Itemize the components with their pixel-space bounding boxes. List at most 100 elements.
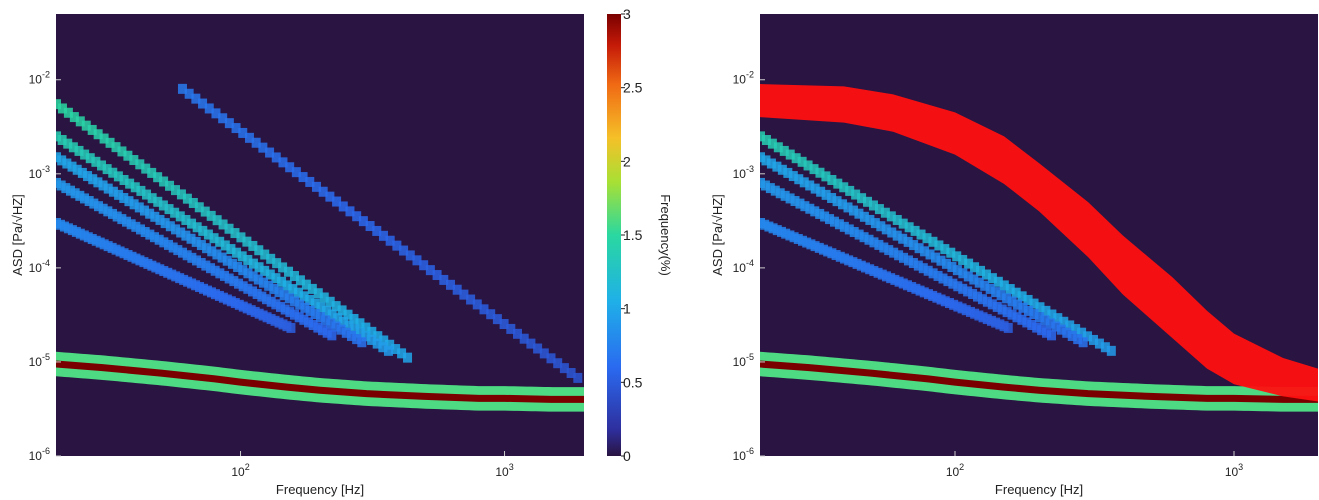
left-density-cell [89,198,99,209]
right-density-cell [821,171,831,182]
left-density-cell [139,205,149,216]
left-density-cell [192,255,202,266]
left-density-cell [258,142,268,153]
colorbar-tick-label: 1 [623,301,631,317]
left-density-cell [294,312,304,323]
left-density-cell [392,240,402,251]
left-density-cell [352,211,362,222]
colorbar-tick-label: 3 [623,6,631,22]
right-x-tick-label: 103 [1225,462,1243,479]
right-density-cell [974,277,984,288]
left-density-cell [206,210,216,221]
left-density-cell [150,211,160,222]
right-density-cell [1100,342,1110,353]
left-density-cell [194,202,204,213]
left-density-cell [80,149,90,160]
left-density-cell [203,229,213,240]
right-density-cell [780,190,790,201]
right-density-cell [1041,305,1051,316]
left-density-cell [141,163,151,174]
left-density-cell [304,317,314,328]
left-density-cell [113,171,123,182]
colorbar-ramp [607,14,621,456]
right-density-cell [779,145,789,156]
right-density-cell [1017,291,1027,302]
left-density-cell [338,316,348,327]
left-density-cell [298,172,308,183]
left-density-cell [492,314,502,325]
left-density-cell [178,247,188,258]
left-density-cell [136,185,146,196]
left-density-cell [573,372,583,383]
right-density-cell [892,214,902,225]
left-density-cell [88,174,98,185]
left-density-cell [254,262,264,273]
right-density-cell [869,237,879,248]
left-density-cell [85,153,95,164]
colorbar-ticks: 0 0.5 1 1.5 2 2.5 3 [621,6,643,464]
left-density-cell [176,189,186,200]
left-density-cell [158,200,168,211]
right-density-cell [928,236,938,247]
left-density-cell [140,227,150,238]
left-density-cell [135,159,145,170]
left-density-cell [278,157,288,168]
left-density-cell [224,273,234,284]
left-density-cell [300,302,310,313]
right-density-cell [848,205,858,216]
left-y-ticks: 10-6 10-5 10-4 10-3 10-2 [29,70,61,463]
left-density-cell [327,330,337,341]
left-density-cell [251,137,261,148]
right-density-cell [889,247,899,258]
left-density-cell [105,137,115,148]
left-density-cell [271,152,281,163]
left-density-cell [108,186,118,197]
left-density-cell [181,230,191,241]
left-density-cell [126,219,136,230]
left-y-tick-label: 10-2 [29,70,50,87]
left-density-cell [93,129,103,140]
right-x-tick-label: 102 [946,462,964,479]
left-density-cell [319,292,329,303]
left-density-cell [215,268,225,279]
right-density-cell [952,265,962,276]
right-density-cell [996,290,1006,301]
right-density-cell [767,138,777,149]
left-density-cell [310,298,320,309]
left-density-cell [566,368,576,379]
right-density-cell [843,202,853,213]
left-density-cell [499,319,509,330]
right-density-cell [1035,302,1045,313]
left-density-cell [284,266,294,277]
right-density-cell [825,214,835,225]
left-density-cell [153,172,163,183]
left-density-cell [136,224,146,235]
left-density-cell [159,176,169,187]
left-density-cell [346,330,356,341]
right-density-cell [760,180,770,191]
left-density-bands [56,83,583,383]
left-density-cell [472,299,482,310]
left-density-cell [266,253,276,264]
right-density-cell [884,245,894,256]
right-density-cell [834,219,844,230]
left-density-cell [310,309,320,320]
left-density-cell [87,124,97,135]
left-density-cell [154,234,164,245]
right-density-cell [1059,316,1069,327]
left-density-cell [403,352,413,363]
left-density-cell [295,275,305,286]
left-density-cell [325,191,335,202]
left-density-cell [308,320,318,331]
right-density-cell [783,167,793,178]
right-density-cell [1056,324,1066,335]
left-density-cell [379,335,389,346]
left-density-cell [355,327,365,338]
left-density-cell [70,188,80,199]
right-density-cell [922,233,932,244]
left-density-cell [248,258,258,269]
left-density-cell [165,221,175,232]
left-density-cell [74,145,84,156]
left-density-cell [211,108,221,119]
